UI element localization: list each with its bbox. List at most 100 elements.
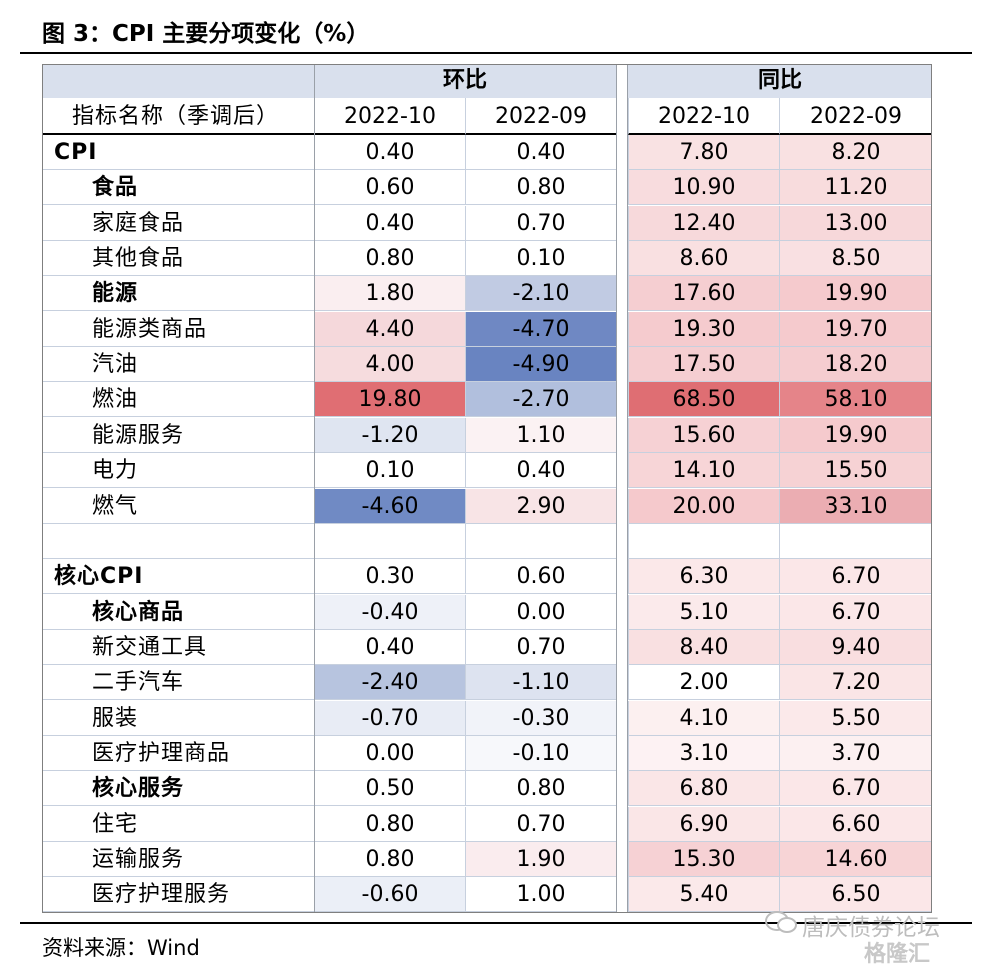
value-cell-yoy-2022-10: 6.80 [628, 771, 779, 807]
value-cell-mom-2022-09: 0.70 [465, 205, 616, 241]
row-label: 其他食品 [42, 241, 314, 277]
top-rule [20, 52, 972, 54]
value-cell-yoy-2022-10: 68.50 [628, 382, 779, 418]
watermark-logo: 格隆汇 [864, 942, 931, 967]
value-cell-mom-2022-09: 1.00 [465, 877, 616, 913]
yoy-2022-10-header: 2022-10 [628, 98, 779, 135]
value-cell-yoy-2022-10: 3.10 [628, 735, 779, 771]
value-cell-yoy-2022-09: 19.70 [779, 311, 932, 347]
value-cell-mom-2022-10: 0.40 [314, 629, 465, 665]
value-cell-yoy-2022-10: 15.60 [628, 417, 779, 453]
row-label: 能源 [42, 276, 314, 312]
label-header-blank [42, 64, 314, 98]
label-column-divider [314, 64, 315, 913]
mom-2022-10-header: 2022-10 [314, 98, 465, 135]
value-cell-mom-2022-09: 2.90 [465, 488, 616, 524]
value-cell-yoy-2022-09: 19.90 [779, 417, 932, 453]
row-label: 能源类商品 [42, 312, 314, 347]
value-cell-mom-2022-10: -1.20 [314, 417, 465, 453]
value-cell-yoy-2022-10: 17.50 [628, 347, 779, 383]
value-cell-yoy-2022-09: 8.50 [779, 241, 932, 277]
value-cell-mom-2022-09: -0.10 [465, 735, 616, 771]
value-cell-yoy-2022-10: 20.00 [628, 488, 779, 524]
row-label: 新交通工具 [42, 630, 314, 665]
value-cell-yoy-2022-09: 8.20 [779, 135, 932, 170]
value-cell-yoy-2022-09: 3.70 [779, 735, 932, 771]
column-group-separator [616, 64, 628, 913]
value-cell-mom-2022-09 [465, 523, 616, 559]
value-cell-mom-2022-09: -1.10 [465, 665, 616, 701]
watermark-text: 唐庆债券论坛 [802, 915, 940, 941]
value-cell-mom-2022-10: 0.10 [314, 453, 465, 489]
value-cell-mom-2022-09: -4.70 [465, 311, 616, 347]
row-label: 燃油 [42, 382, 314, 418]
value-cell-yoy-2022-09: 6.70 [779, 559, 932, 595]
value-cell-mom-2022-10: 0.40 [314, 135, 465, 170]
group-header-mom: 环比 [314, 64, 616, 98]
value-cell-mom-2022-10: 0.80 [314, 842, 465, 877]
row-label: 二手汽车 [42, 665, 314, 701]
value-cell-yoy-2022-10: 19.30 [628, 311, 779, 347]
value-cell-yoy-2022-09: 19.90 [779, 276, 932, 312]
figure-title: 图 3：CPI 主要分项变化（%） [42, 21, 370, 47]
value-cell-mom-2022-10: 19.80 [314, 382, 465, 418]
cpi-components-table: 环比 同比 指标名称（季调后） 2022-10 2022-09 2022-10 … [42, 64, 932, 913]
value-cell-yoy-2022-10: 8.60 [628, 241, 779, 277]
row-label: 食品 [42, 170, 314, 206]
value-cell-yoy-2022-09: 58.10 [779, 382, 932, 418]
row-label: 核心服务 [42, 771, 314, 807]
value-cell-yoy-2022-10: 10.90 [628, 170, 779, 206]
value-cell-mom-2022-09: 0.40 [465, 453, 616, 489]
value-cell-mom-2022-10: 0.80 [314, 806, 465, 842]
value-cell-yoy-2022-10: 15.30 [628, 842, 779, 877]
value-cell-mom-2022-10: -0.70 [314, 700, 465, 736]
value-cell-mom-2022-09: -2.70 [465, 382, 616, 418]
yoy-2022-09-header: 2022-09 [779, 98, 932, 135]
value-cell-yoy-2022-10: 8.40 [628, 629, 779, 665]
value-cell-mom-2022-10: -2.40 [314, 665, 465, 701]
bottom-rule [20, 922, 972, 924]
value-cell-mom-2022-10: 0.30 [314, 559, 465, 595]
watermark: 唐庆债券论坛 格隆汇 [764, 904, 979, 967]
value-cell-yoy-2022-09: 14.60 [779, 842, 932, 877]
row-label: 医疗护理商品 [42, 736, 314, 771]
group-header-yoy: 同比 [628, 64, 932, 98]
value-cell-mom-2022-09: 0.60 [465, 559, 616, 595]
value-cell-mom-2022-10: 0.40 [314, 205, 465, 241]
value-cell-mom-2022-09: -2.10 [465, 276, 616, 312]
row-label: CPI [42, 135, 314, 170]
value-cell-mom-2022-10: -4.60 [314, 488, 465, 524]
value-cell-yoy-2022-09: 6.60 [779, 806, 932, 842]
value-cell-yoy-2022-09: 7.20 [779, 665, 932, 701]
value-cell-mom-2022-09: 0.80 [465, 771, 616, 807]
row-label: 服装 [42, 701, 314, 736]
value-cell-mom-2022-09: 0.80 [465, 170, 616, 206]
value-cell-yoy-2022-10: 14.10 [628, 453, 779, 489]
value-cell-mom-2022-09: 0.70 [465, 629, 616, 665]
value-cell-mom-2022-09: 1.10 [465, 417, 616, 453]
wechat-icon [765, 911, 797, 933]
value-cell-mom-2022-09: 0.70 [465, 806, 616, 842]
value-cell-mom-2022-10: 0.00 [314, 735, 465, 771]
value-cell-yoy-2022-09 [779, 523, 932, 559]
value-cell-mom-2022-09: -0.30 [465, 700, 616, 736]
value-cell-mom-2022-10: -0.60 [314, 877, 465, 913]
value-cell-mom-2022-09: 0.40 [465, 135, 616, 170]
value-cell-yoy-2022-10: 4.10 [628, 700, 779, 736]
value-cell-yoy-2022-09: 5.50 [779, 700, 932, 736]
row-label: 核心CPI [42, 559, 314, 595]
row-label: 汽油 [42, 347, 314, 383]
row-label: 医疗护理服务 [42, 877, 314, 913]
value-cell-yoy-2022-09: 33.10 [779, 488, 932, 524]
source-note: 资料来源：Wind [42, 936, 200, 960]
value-cell-mom-2022-10: 0.80 [314, 241, 465, 277]
row-label: 能源服务 [42, 418, 314, 453]
value-cell-yoy-2022-10: 2.00 [628, 665, 779, 701]
value-cell-yoy-2022-09: 6.70 [779, 771, 932, 807]
value-cell-mom-2022-10 [314, 523, 465, 559]
label-column-header: 指标名称（季调后） [42, 98, 314, 135]
value-cell-yoy-2022-09: 13.00 [779, 205, 932, 241]
value-cell-mom-2022-10: 0.50 [314, 771, 465, 807]
value-cell-yoy-2022-10: 17.60 [628, 276, 779, 312]
value-cell-yoy-2022-10 [628, 523, 779, 559]
